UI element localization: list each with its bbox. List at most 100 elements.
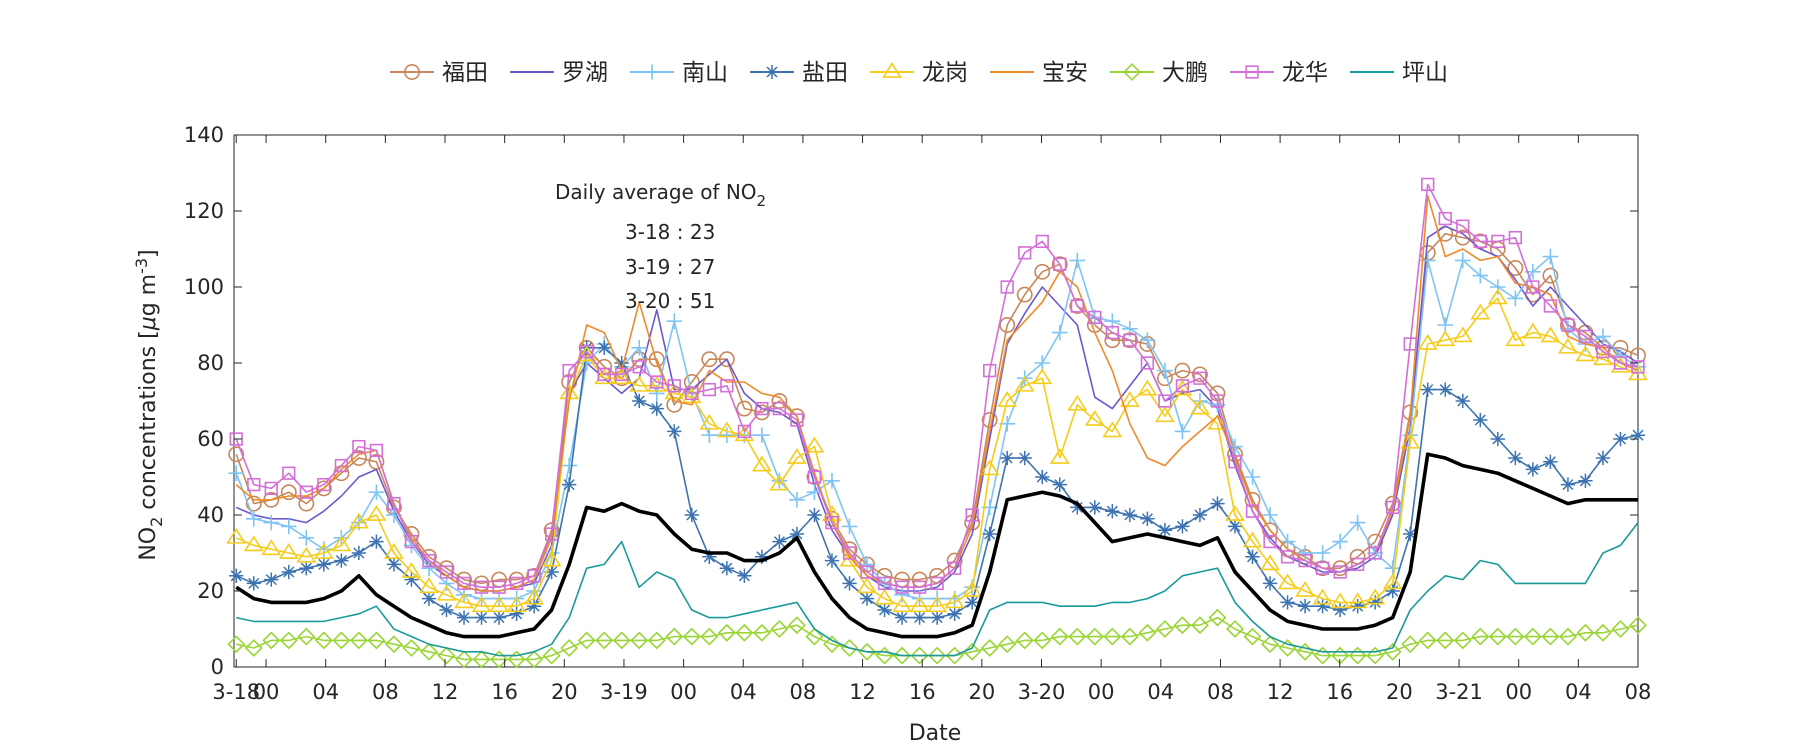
asterisk-marker [246,576,261,591]
square-marker [772,401,787,416]
triangle-marker [1435,330,1456,347]
asterisk-marker [229,568,244,583]
diamond-marker [1033,631,1052,650]
square-marker [1193,371,1207,385]
asterisk-marker [334,553,349,568]
asterisk-marker [1508,450,1523,466]
x-tick-label: 16 [491,680,518,704]
circle-marker [1507,260,1524,276]
square-marker [965,508,979,522]
diamond-marker [1558,627,1577,646]
square-marker [1368,546,1382,560]
diamond-marker [1015,631,1034,650]
asterisk-marker [1262,576,1278,591]
square-marker [1123,333,1137,347]
diamond-marker [332,631,351,650]
diamond-marker [402,639,421,657]
asterisk-marker [1140,511,1155,526]
plus-marker [1595,328,1611,345]
asterisk-marker [1578,473,1593,488]
x-tick-label: 00 [1505,680,1532,704]
x-tick-label: 00 [1088,680,1115,704]
triangle-marker [278,543,299,559]
square-marker [1631,360,1645,374]
triangle-marker [1260,554,1280,571]
asterisk-marker [702,549,717,564]
plus-marker [1507,290,1524,307]
square-marker [1596,344,1610,359]
asterisk-marker [894,610,910,625]
asterisk-marker [264,572,279,587]
triangle-marker [366,505,387,521]
diamond-marker [682,627,701,646]
square-marker [317,477,331,492]
asterisk-marker [632,393,647,409]
asterisk-marker [947,606,962,621]
square-marker [930,576,944,591]
square-marker [1473,234,1487,249]
diamond-marker [542,646,561,665]
diamond-marker [1208,608,1227,627]
x-tick-label: 3-18 [212,680,260,704]
diamond-marker [1103,627,1122,646]
plus-marker [1069,252,1086,269]
diamond-marker [244,639,263,657]
x-tick-label: 12 [1267,680,1294,704]
square-marker [615,367,629,382]
triangle-marker [594,368,615,385]
plus-marker [1262,507,1278,523]
asterisk-marker [1525,462,1541,477]
legend-label: 大鹏 [1162,60,1208,86]
square-marker [404,534,419,549]
square-marker [334,458,349,473]
square-marker [1018,246,1032,260]
plus-marker [1034,355,1051,371]
square-marker [1105,325,1119,340]
triangle-marker [1330,592,1351,609]
circle-marker [350,450,367,466]
square-marker [807,470,822,484]
asterisk-marker [316,557,331,572]
asterisk-marker [1560,477,1576,492]
square-marker [702,382,716,397]
square-marker [650,375,664,389]
diamond-marker [490,650,508,669]
asterisk-marker [1280,595,1295,610]
square-marker [860,565,874,579]
diamond-marker [1123,63,1141,81]
square-marker [1456,219,1470,233]
plus-marker [281,518,297,535]
triangle-marker [1417,334,1438,350]
triangle-marker [576,345,597,362]
triangle-marker [1155,406,1175,423]
circle-marker [1542,267,1559,284]
x-tick-label: 04 [1565,680,1592,704]
legend-item: 福田 [390,60,488,86]
diamond-marker [227,635,246,654]
x-tick-label: 08 [372,680,399,704]
square-marker [1403,337,1417,351]
legend-item: 龙岗 [870,60,968,86]
triangle-marker [1452,326,1473,343]
diamond-marker [1068,627,1087,646]
legend-label: 龙岗 [922,60,968,86]
plus-marker [1384,560,1401,576]
legend-label: 福田 [442,60,488,86]
diamond-marker [1313,646,1332,665]
diamond-marker [1611,620,1630,638]
diamond-marker [262,631,281,650]
square-marker [1210,394,1225,408]
asterisk-marker [807,507,822,523]
asterisk-marker [912,610,927,625]
diamond-marker [1243,627,1262,646]
triangle-marker [874,588,895,605]
diamond-marker [349,631,368,650]
plus-marker [719,427,735,443]
plus-marker [1157,362,1173,379]
asterisk-marker [929,610,945,625]
circle-marker [1244,491,1261,508]
square-marker [580,344,594,359]
series-layer [226,177,1648,669]
plus-marker [561,457,577,474]
legend-item: 坪山 [1350,60,1448,86]
